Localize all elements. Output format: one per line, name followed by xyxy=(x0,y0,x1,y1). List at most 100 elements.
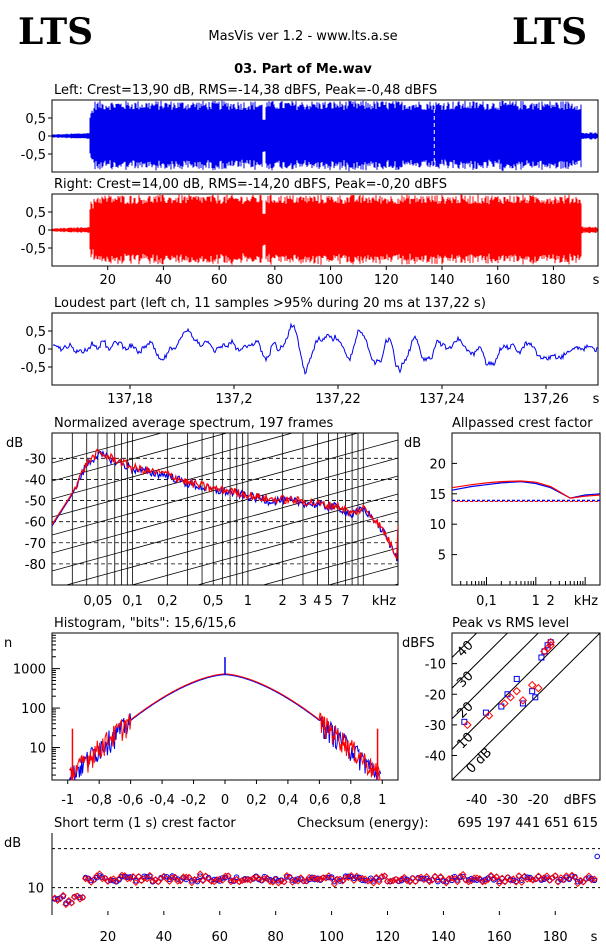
left-ytick: -0,5 xyxy=(21,148,46,163)
histogram-xtick: -0,8 xyxy=(86,793,111,808)
peak-rms-right-point xyxy=(534,683,543,693)
histogram-xtick: -0,6 xyxy=(118,793,143,808)
right-xtick: 100 xyxy=(318,273,343,288)
short-crest-xunit: s xyxy=(591,930,598,945)
short-crest-left-point xyxy=(54,896,61,902)
histogram-xtick: 1 xyxy=(378,793,386,808)
short-crest-right-point xyxy=(90,876,98,884)
short-crest-right-point xyxy=(59,891,67,899)
short-crest-left-point xyxy=(211,876,217,883)
histogram-right-curve xyxy=(68,673,381,781)
right-xtick: 160 xyxy=(485,273,510,288)
short-crest-right-point xyxy=(512,878,520,886)
peak-rms-diagonal xyxy=(452,633,600,780)
short-crest-left-point xyxy=(77,894,83,901)
short-crest-right-point xyxy=(255,874,263,883)
short-crest-right-point xyxy=(490,874,498,882)
peak-rms-xtick: -40 xyxy=(466,793,487,808)
spectrum-title: Normalized average spectrum, 197 frames xyxy=(54,416,333,431)
crest-ytick: 10 xyxy=(429,518,446,533)
spectrum-ylabel: dB xyxy=(6,436,23,451)
peak-rms-diagonal xyxy=(452,633,540,720)
short-crest-right-point xyxy=(149,877,157,885)
loudest-xtick: 137,24 xyxy=(419,392,465,407)
short-crest-left-point xyxy=(144,873,150,880)
spectrum-diagonal xyxy=(196,529,398,585)
short-crest-left-point xyxy=(558,876,564,883)
spectrum-diagonal xyxy=(52,433,360,518)
peak-rms-diag-label: 20 xyxy=(454,699,476,721)
short-crest-left-point xyxy=(312,876,318,883)
right-ytick: 0,5 xyxy=(25,206,46,221)
short-crest-left-point xyxy=(188,877,195,884)
histogram-ytick: 10 xyxy=(29,742,46,757)
short-crest-right-point xyxy=(495,879,503,887)
short-crest-right-point xyxy=(79,893,87,901)
spectrum-ytick: -60 xyxy=(25,516,46,531)
histogram-xtick: 0,8 xyxy=(340,793,361,808)
spectrum-grid xyxy=(52,433,398,585)
histogram-xtick: -0,4 xyxy=(149,793,174,808)
spectrum-ytick: -30 xyxy=(25,452,46,467)
short-crest-right-point xyxy=(560,876,568,884)
short-crest-right-point xyxy=(280,878,288,886)
short-crest-xtick: 180 xyxy=(543,930,568,945)
histogram-xtick: 0,4 xyxy=(278,793,299,808)
left-ytick: 0 xyxy=(38,130,46,145)
peak-rms-right-point xyxy=(463,720,472,730)
logo-right: LTS xyxy=(512,11,587,53)
spectrum-xtick: 4 xyxy=(313,594,321,609)
peak-rms-left-point xyxy=(498,703,505,710)
peak-rms-diagonals xyxy=(452,633,600,780)
short-crest-right-point xyxy=(423,873,431,881)
histogram-panel: Histogram, "bits": 15,6/15,6n100010010-1… xyxy=(4,616,399,808)
app-title: MasVis ver 1.2 - www.lts.a.se xyxy=(208,29,397,44)
crest-xunit: kHz xyxy=(574,594,598,609)
short-crest-left-point xyxy=(216,878,223,884)
right-xtick: 140 xyxy=(430,273,455,288)
short-crest-right-point xyxy=(151,876,159,884)
short-crest-left-point xyxy=(194,878,201,885)
peak-rms-diag-label: 30 xyxy=(454,669,476,691)
short-crest-left-point xyxy=(468,875,475,882)
peak-rms-right-point xyxy=(512,686,521,696)
peak-rms-frame xyxy=(451,632,601,781)
spectrum-xtick: 1 xyxy=(244,594,252,609)
short-crest-right-point xyxy=(554,878,562,886)
spectrum-left-curve xyxy=(52,449,398,562)
short-crest-left-point xyxy=(482,876,489,883)
crest-ylabel: dB xyxy=(404,436,421,451)
peak-rms-right-point xyxy=(506,693,515,702)
short-crest-right-point xyxy=(68,899,76,907)
short-crest-left-point xyxy=(418,875,424,882)
loudest-ytick: 0 xyxy=(38,343,46,358)
short-crest-right-point xyxy=(224,872,232,880)
peak-rms-right-point xyxy=(543,644,552,653)
histogram-frame xyxy=(51,632,399,781)
short-crest-right-point xyxy=(590,875,598,883)
short-crest-right-point xyxy=(571,873,579,881)
peak-rms-diag-label: 10 xyxy=(454,730,476,752)
short-crest-right-point xyxy=(548,874,557,882)
checksum-label: Checksum (energy): xyxy=(297,816,429,831)
short-crest-xtick: 60 xyxy=(211,930,228,945)
short-crest-right-point xyxy=(199,877,207,885)
short-crest-left-point xyxy=(451,873,458,880)
peak-rms-ylabel: dBFS xyxy=(402,636,435,651)
peak-rms-ytick: -20 xyxy=(425,688,446,703)
right-waveform xyxy=(52,194,598,265)
short-crest-right-point xyxy=(302,877,310,885)
short-crest-right-point xyxy=(336,875,344,883)
right-xunit: s xyxy=(593,273,600,288)
peak-rms-left-point xyxy=(538,654,545,661)
short-crest-xtick: 40 xyxy=(156,930,173,945)
short-crest-xtick: 80 xyxy=(267,930,284,945)
short-crest-right-point xyxy=(70,893,78,901)
short-crest-xtick: 160 xyxy=(487,930,512,945)
file-name: 03. Part of Me.wav xyxy=(234,62,372,77)
left-title: Left: Crest=13,90 dB, RMS=-14,38 dBFS, P… xyxy=(54,83,437,98)
short-crest-left-point xyxy=(99,874,106,880)
peak-rms-left-point xyxy=(529,688,536,695)
short-crest-right-point xyxy=(54,896,62,904)
short-crest-right-point xyxy=(235,878,243,886)
